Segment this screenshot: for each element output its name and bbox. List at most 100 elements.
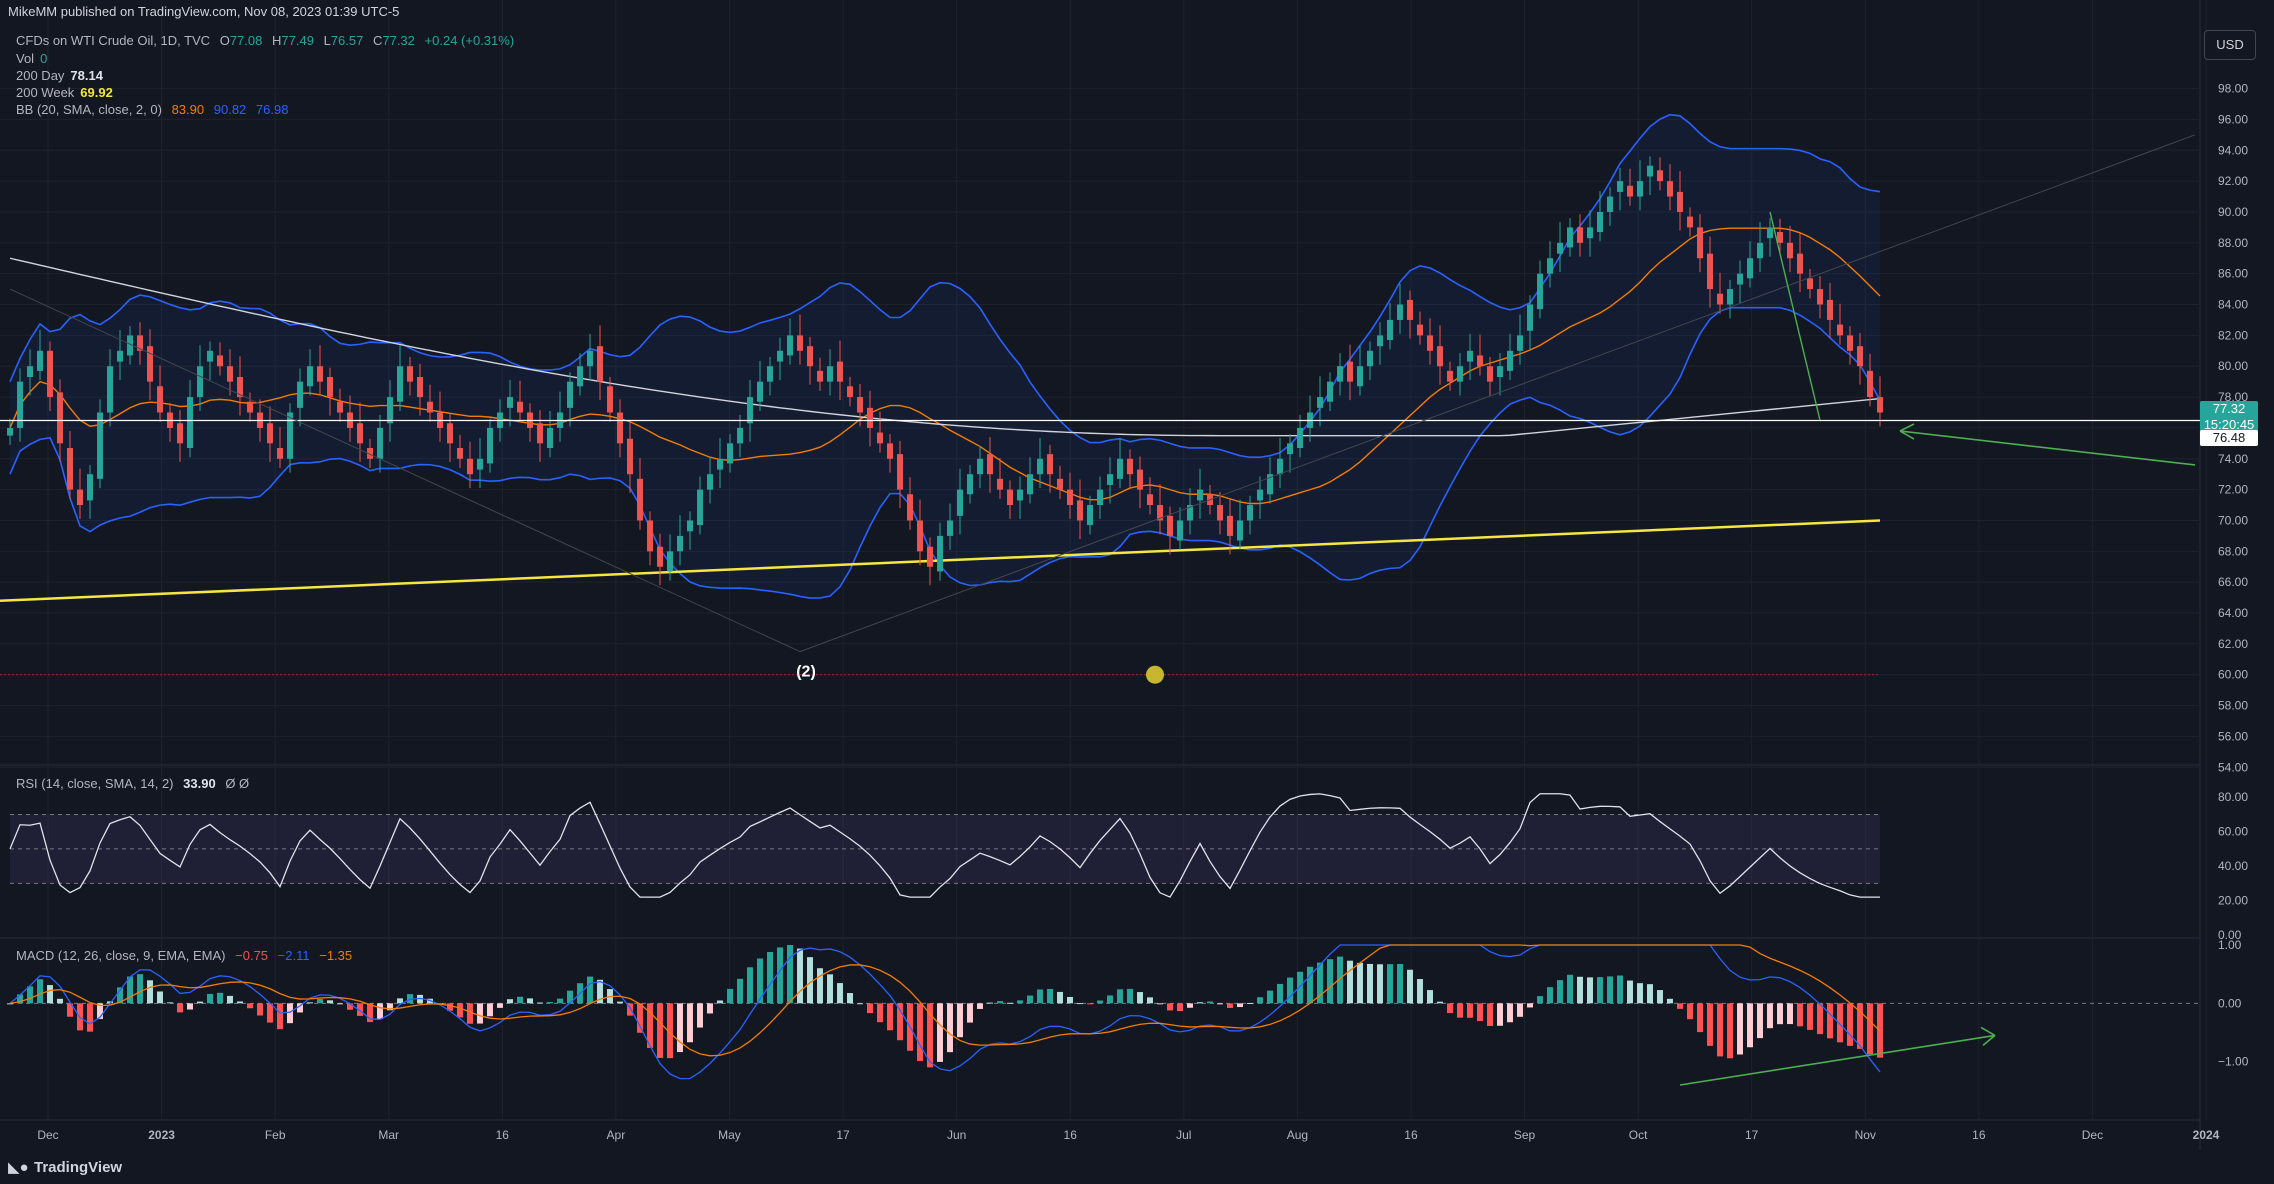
candle xyxy=(1767,218,1773,257)
candle xyxy=(87,464,93,519)
macd-histogram-bar xyxy=(7,1003,13,1005)
bar-countdown: 15:20:45 xyxy=(2203,417,2255,432)
candle xyxy=(1667,164,1673,211)
candle xyxy=(1147,477,1153,515)
candle xyxy=(127,326,133,365)
macd-histogram-bar xyxy=(1087,1003,1093,1005)
ohlc-change: +0.24 (+0.31%) xyxy=(424,33,515,48)
price-tick-label: 72.00 xyxy=(2218,483,2248,497)
candle xyxy=(447,414,453,462)
macd-histogram-bar xyxy=(697,1003,703,1028)
price-tick-label: 56.00 xyxy=(2218,729,2248,743)
candle xyxy=(1847,326,1853,365)
candle-body xyxy=(707,474,713,490)
candle xyxy=(487,418,493,473)
macd-histogram-bar xyxy=(217,992,223,1004)
candle-body xyxy=(277,447,283,459)
candle xyxy=(507,380,513,427)
candle-body xyxy=(1847,335,1853,351)
candle xyxy=(1637,160,1643,211)
candle-body xyxy=(1707,253,1713,290)
candle-body xyxy=(1117,458,1123,479)
macd-histogram-bar xyxy=(897,1003,903,1041)
candle xyxy=(407,356,413,396)
candle-body xyxy=(1697,227,1703,259)
macd-histogram-bar xyxy=(1037,989,1043,1004)
candle xyxy=(457,434,463,469)
ma200w-label: 200 Week xyxy=(16,85,75,100)
candle xyxy=(927,537,933,586)
macd-histogram-bar xyxy=(47,985,53,1004)
macd-histogram-bar xyxy=(527,998,533,1004)
candle xyxy=(17,368,23,442)
candle-body xyxy=(1747,258,1753,279)
candle xyxy=(1777,218,1783,253)
candle-body xyxy=(867,407,873,428)
candle xyxy=(1157,484,1163,535)
candle xyxy=(117,329,123,381)
macd-histogram-bar xyxy=(1147,997,1153,1004)
candle xyxy=(1447,361,1453,391)
macd-histogram-bar xyxy=(1477,1003,1483,1022)
candle-body xyxy=(327,377,333,398)
candle-body xyxy=(1657,170,1663,182)
macd-histogram-bar xyxy=(1007,1002,1013,1004)
macd-histogram-bar xyxy=(207,993,213,1004)
candle xyxy=(1297,414,1303,458)
candle xyxy=(1287,434,1293,473)
rsi-line xyxy=(9,793,1880,898)
candle-body xyxy=(627,438,633,475)
candle xyxy=(1187,488,1193,535)
trend-line xyxy=(799,134,2196,653)
candle xyxy=(587,333,593,381)
candle xyxy=(567,372,573,427)
candle xyxy=(1787,225,1793,273)
macd-histogram-bar xyxy=(677,1003,683,1053)
candle-body xyxy=(757,381,763,402)
candle-body xyxy=(1197,489,1203,501)
macd-hist-value: −0.75 xyxy=(235,948,269,963)
candle-body xyxy=(1387,319,1393,340)
candle xyxy=(1417,311,1423,345)
candle-body xyxy=(317,366,323,382)
candle-body xyxy=(457,447,463,459)
candle-body xyxy=(897,454,903,490)
candle xyxy=(417,363,423,416)
time-tick-label: 16 xyxy=(1972,1128,1986,1142)
candle xyxy=(247,392,253,422)
candle xyxy=(217,342,223,376)
candle-body xyxy=(47,350,53,398)
candle-body xyxy=(1497,366,1503,378)
macd-histogram-bar xyxy=(17,994,23,1004)
candle xyxy=(27,349,33,396)
candle-body xyxy=(977,458,983,475)
macd-histogram-bar xyxy=(1327,959,1333,1004)
macd-histogram-bar xyxy=(947,1003,953,1053)
footer-brand: ◣● TradingView xyxy=(8,1158,122,1176)
candle-body xyxy=(147,346,153,382)
macd-histogram-bar xyxy=(617,1001,623,1004)
candle xyxy=(1117,437,1123,489)
price-tick-label: 80.00 xyxy=(2218,359,2248,373)
ohlc-high: 77.49 xyxy=(281,33,314,48)
candle-body xyxy=(1487,366,1493,382)
ma200w-legend: 200 Week 69.92 xyxy=(16,85,113,100)
candle-body xyxy=(997,478,1003,490)
macd-histogram-bar xyxy=(177,1003,183,1013)
candle xyxy=(1027,457,1033,504)
candle xyxy=(1277,437,1283,489)
macd-histogram-bar xyxy=(1617,975,1623,1004)
candle-body xyxy=(1757,242,1763,259)
currency-button[interactable]: USD xyxy=(2204,30,2256,60)
macd-histogram-bar xyxy=(1427,990,1433,1004)
macd-histogram-bar xyxy=(717,1000,723,1004)
candle-body xyxy=(687,520,693,532)
macd-histogram-bar xyxy=(1467,1003,1473,1018)
candle-body xyxy=(697,489,703,526)
candle-body xyxy=(1267,474,1273,495)
candle xyxy=(67,431,73,499)
ohlc-high-label: H xyxy=(272,33,282,48)
time-tick-label: Jul xyxy=(1176,1128,1191,1142)
macd-histogram-bar xyxy=(1247,1002,1253,1004)
